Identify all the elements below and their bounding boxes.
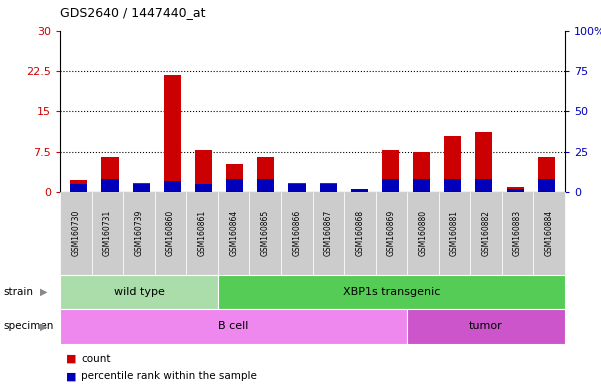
Bar	[288, 184, 305, 192]
Bar	[382, 179, 399, 192]
Bar	[320, 183, 337, 192]
Text: GSM160867: GSM160867	[324, 210, 333, 257]
Text: count: count	[81, 354, 111, 364]
Text: strain: strain	[3, 287, 33, 297]
Text: percentile rank within the sample: percentile rank within the sample	[81, 371, 257, 381]
Text: GSM160881: GSM160881	[450, 210, 459, 256]
Bar	[444, 179, 462, 192]
Text: tumor: tumor	[469, 321, 503, 331]
Bar	[195, 150, 212, 192]
Bar	[257, 157, 274, 192]
Text: GSM160880: GSM160880	[418, 210, 427, 257]
Bar	[413, 152, 430, 192]
Bar	[102, 179, 118, 192]
Text: ■: ■	[66, 354, 76, 364]
Text: GSM160884: GSM160884	[545, 210, 554, 257]
Bar	[163, 75, 181, 192]
Bar	[102, 157, 118, 192]
Bar	[133, 183, 150, 192]
Text: GSM160739: GSM160739	[135, 210, 144, 257]
Text: GSM160864: GSM160864	[229, 210, 238, 257]
Bar	[133, 184, 150, 192]
Text: GSM160883: GSM160883	[513, 210, 522, 257]
Bar	[226, 179, 243, 192]
Text: GSM160882: GSM160882	[481, 210, 490, 256]
Bar	[70, 184, 87, 192]
Bar	[538, 157, 555, 192]
Bar	[475, 179, 492, 192]
Text: GSM160868: GSM160868	[355, 210, 364, 257]
Text: GSM160866: GSM160866	[292, 210, 301, 257]
Bar	[382, 150, 399, 192]
Text: B cell: B cell	[218, 321, 249, 331]
Text: GDS2640 / 1447440_at: GDS2640 / 1447440_at	[60, 6, 206, 19]
Bar	[538, 179, 555, 192]
Text: wild type: wild type	[114, 287, 165, 297]
Bar	[257, 179, 274, 192]
Text: ■: ■	[66, 371, 76, 381]
Text: specimen: specimen	[3, 321, 53, 331]
Text: ▶: ▶	[40, 321, 47, 331]
Text: GSM160865: GSM160865	[261, 210, 270, 257]
Text: GSM160869: GSM160869	[387, 210, 396, 257]
Text: ▶: ▶	[40, 287, 47, 297]
Bar	[320, 184, 337, 192]
Bar	[288, 183, 305, 192]
Bar	[195, 184, 212, 192]
Bar	[351, 189, 368, 192]
Text: GSM160731: GSM160731	[103, 210, 112, 257]
Bar	[507, 187, 523, 192]
Bar	[475, 132, 492, 192]
Bar	[70, 180, 87, 192]
Bar	[444, 136, 462, 192]
Bar	[351, 190, 368, 192]
Bar	[507, 189, 523, 192]
Bar	[226, 164, 243, 192]
Bar	[413, 179, 430, 192]
Text: GSM160730: GSM160730	[72, 210, 81, 257]
Text: GSM160861: GSM160861	[198, 210, 207, 257]
Text: GSM160860: GSM160860	[166, 210, 175, 257]
Bar	[163, 181, 181, 192]
Text: XBP1s transgenic: XBP1s transgenic	[343, 287, 440, 297]
